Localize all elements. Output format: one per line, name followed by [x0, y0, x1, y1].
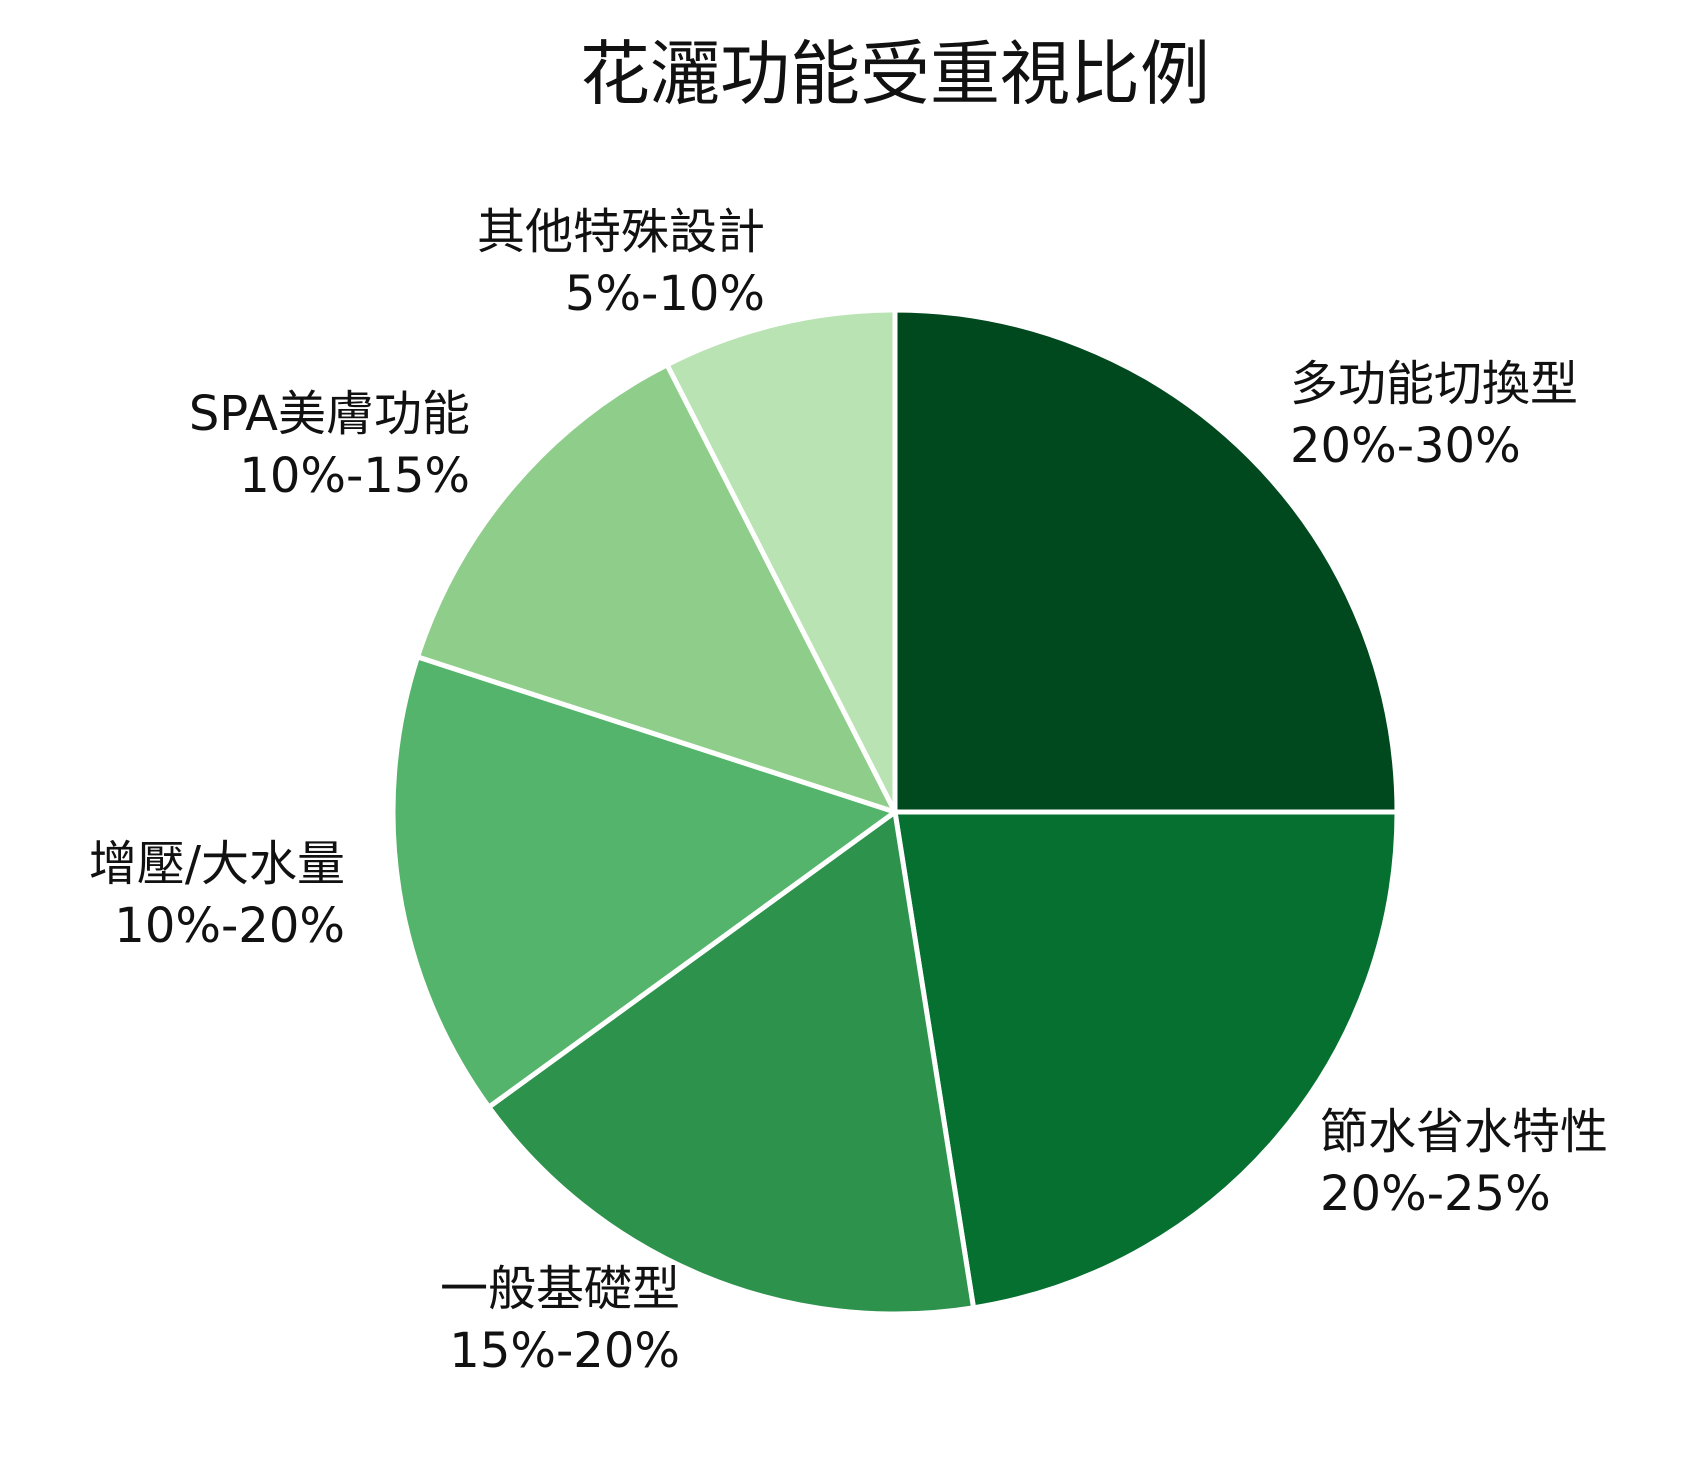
slice-name-label-2: 節水省水特性 — [1320, 1104, 1608, 1160]
slice-name-label-5: SPA美膚功能 — [189, 386, 470, 442]
pie-slices — [390, 307, 1400, 1317]
pie-slice-1 — [892, 307, 1400, 815]
pie-slice-3 — [486, 809, 977, 1317]
slice-range-label-6: 5%-10% — [565, 266, 765, 322]
slice-name-label-3: 一般基礎型 — [440, 1261, 680, 1317]
slice-labels: 多功能切換型 20%-30% 節水省水特性 20%-25% 一般基礎型 15%-20% 增壓… — [89, 204, 1608, 1379]
chart-title: 花灑功能受重視比例 — [580, 33, 1210, 115]
pie-slice-2 — [892, 809, 1400, 1311]
pie-slice-5 — [415, 362, 898, 815]
slice-name-label-1: 多功能切換型 — [1290, 356, 1578, 412]
slice-range-label-3: 15%-20% — [449, 1323, 680, 1379]
slice-range-label-4: 10%-20% — [114, 898, 345, 954]
slice-name-label-4: 增壓/大水量 — [89, 836, 345, 892]
pie-slice-4 — [390, 654, 898, 1110]
pie-slice-6 — [664, 307, 898, 815]
slice-range-label-2: 20%-25% — [1320, 1166, 1551, 1222]
slice-name-label-6: 其他特殊設計 — [477, 204, 765, 260]
slice-range-label-1: 20%-30% — [1290, 418, 1521, 474]
slice-range-label-5: 10%-15% — [239, 448, 470, 504]
